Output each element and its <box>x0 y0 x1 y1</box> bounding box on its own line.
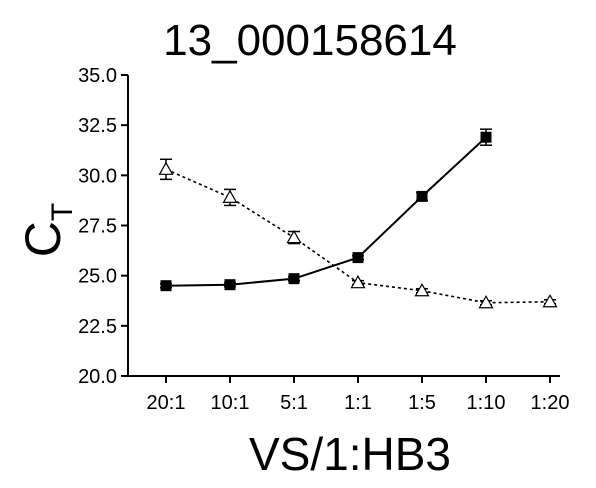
y-tick-label: 22.5 <box>78 316 117 338</box>
data-point-square <box>288 273 300 285</box>
x-tick-label: 1:5 <box>408 392 436 414</box>
x-tick-label: 20:1 <box>147 392 186 414</box>
y-axis-label-subscript: T <box>46 203 79 221</box>
y-tick-label: 32.5 <box>78 115 117 137</box>
x-tick-label: 1:20 <box>531 392 570 414</box>
series-1-line <box>165 136 487 287</box>
data-point-triangle <box>158 161 174 175</box>
data-point-triangle <box>350 274 366 289</box>
data-point-square <box>160 280 172 292</box>
x-tick-label: 1:1 <box>344 392 372 414</box>
x-axis-label: VS/1:HB3 <box>249 428 451 480</box>
data-point-triangle <box>286 229 302 244</box>
y-tick-labels: 20.0 22.5 25.0 27.5 30.0 32.5 35.0 <box>78 65 117 388</box>
data-point-triangle <box>478 295 494 309</box>
data-point-triangle <box>222 189 238 204</box>
data-point-triangle <box>414 282 430 297</box>
series-marks <box>158 128 558 309</box>
y-tick-label: 30.0 <box>78 165 117 187</box>
data-point-triangle <box>542 294 558 308</box>
chart-title: 13_000158614 <box>163 16 457 65</box>
data-point-square <box>224 279 236 291</box>
data-point-square <box>352 252 364 264</box>
y-tick-label: 27.5 <box>78 216 117 238</box>
data-point-square <box>416 190 428 202</box>
y-tick-label: 25.0 <box>78 266 117 288</box>
x-tick-label: 1:10 <box>467 392 506 414</box>
y-axis-label: CT <box>15 203 79 257</box>
data-point-square <box>480 131 492 143</box>
x-tick-label: 10:1 <box>211 392 250 414</box>
y-axis-label-main: C <box>15 221 71 257</box>
x-tick-labels: 20:1 10:1 5:1 1:1 1:5 1:10 1:20 <box>147 392 570 414</box>
x-tick-label: 5:1 <box>280 392 308 414</box>
y-tick-label: 20.0 <box>78 366 117 388</box>
y-tick-label: 35.0 <box>78 65 117 87</box>
axes <box>121 74 560 383</box>
